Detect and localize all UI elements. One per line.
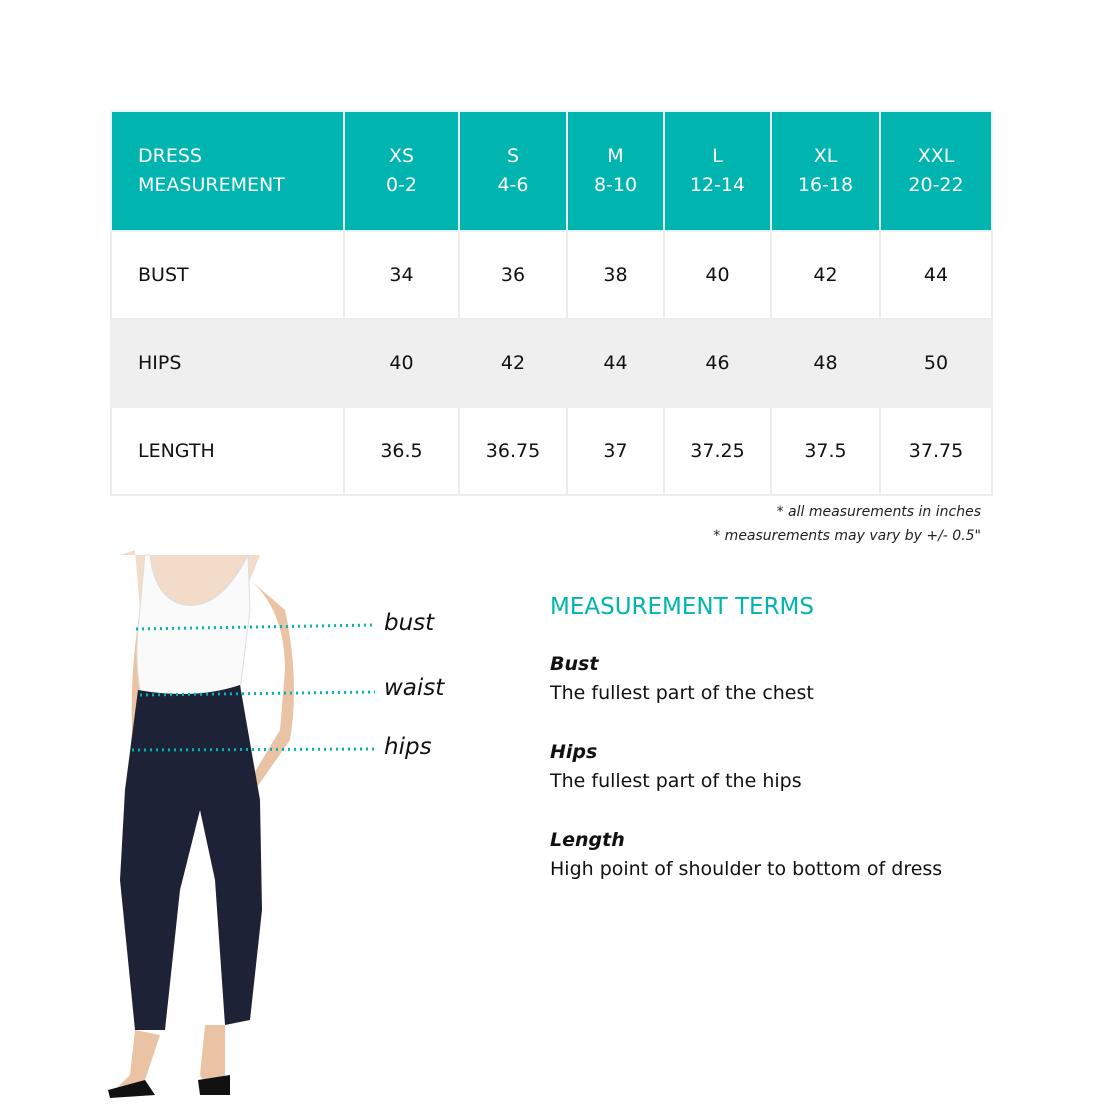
table-row-length: LENGTH 36.5 36.75 37 37.25 37.5 37.75 — [110, 406, 993, 496]
size-chart-table: DRESS MEASUREMENT XS 0-2 S 4-6 M 8-10 L 12-14… — [110, 110, 993, 496]
cell: 36.75 — [458, 406, 568, 496]
header-size: XS 0-2 — [343, 110, 460, 232]
row-label: BUST — [110, 230, 345, 320]
hips-guide-line — [131, 747, 376, 752]
cell: 37.5 — [770, 406, 881, 496]
term-length: Length High point of shoulder to bottom … — [550, 826, 1050, 884]
size-name: L — [712, 145, 723, 167]
size-range: 16-18 — [797, 174, 854, 196]
term-desc: The fullest part of the hips — [550, 770, 802, 792]
cell: 42 — [770, 230, 881, 320]
header-line: DRESS — [138, 145, 202, 167]
size-name: M — [607, 145, 624, 167]
cell: 38 — [566, 230, 665, 320]
header-size: S 4-6 — [458, 110, 568, 232]
bust-guide-line — [135, 623, 376, 631]
term-desc: High point of shoulder to bottom of dres… — [550, 858, 943, 880]
term-hips: Hips The fullest part of the hips — [550, 738, 1050, 796]
table-row-hips: HIPS 40 42 44 46 48 50 — [110, 318, 993, 408]
cell: 34 — [343, 230, 460, 320]
cell: 44 — [879, 230, 993, 320]
hips-label: hips — [384, 734, 432, 760]
cell: 40 — [663, 230, 772, 320]
model-illustration — [108, 550, 376, 1098]
cell: 36.5 — [343, 406, 460, 496]
cell: 36 — [458, 230, 568, 320]
term-desc: The fullest part of the chest — [550, 682, 814, 704]
header-size: XL 16-18 — [770, 110, 881, 232]
size-name: S — [506, 145, 520, 167]
cell: 50 — [879, 318, 993, 408]
header-line: MEASUREMENT — [138, 174, 285, 196]
header-size: M 8-10 — [566, 110, 665, 232]
cell: 48 — [770, 318, 881, 408]
header-size: XXL 20-22 — [879, 110, 993, 232]
size-range: 20-22 — [908, 174, 964, 196]
row-label: HIPS — [110, 318, 345, 408]
term-name: Length — [550, 829, 625, 851]
row-label: LENGTH — [110, 406, 345, 496]
cell: 37.75 — [879, 406, 993, 496]
bust-label: bust — [384, 610, 435, 636]
cell: 42 — [458, 318, 568, 408]
terms-title: MEASUREMENT TERMS — [550, 594, 815, 620]
size-name: XXL — [917, 145, 955, 167]
cell: 44 — [566, 318, 665, 408]
cell: 37 — [566, 406, 665, 496]
size-name: XS — [388, 145, 415, 167]
header-row: DRESS MEASUREMENT XS 0-2 S 4-6 M 8-10 L 12-14… — [110, 110, 993, 232]
cell: 46 — [663, 318, 772, 408]
measurement-terms: MEASUREMENT TERMS Bust The fullest part … — [550, 594, 1050, 914]
cell: 40 — [343, 318, 460, 408]
term-bust: Bust The fullest part of the chest — [550, 650, 1050, 708]
header-size: L 12-14 — [663, 110, 772, 232]
cell: 37.25 — [663, 406, 772, 496]
table-row-bust: BUST 34 36 38 40 42 44 — [110, 230, 993, 320]
header-measurement: DRESS MEASUREMENT — [110, 110, 345, 232]
size-range: 0-2 — [385, 174, 418, 196]
size-range: 8-10 — [593, 174, 638, 196]
note-units: * all measurements in inches — [776, 504, 981, 520]
note-variance: * measurements may vary by +/- 0.5" — [713, 528, 981, 544]
size-range: 12-14 — [689, 174, 746, 196]
model-figure: bust waist hips — [100, 550, 460, 1100]
term-name: Hips — [550, 741, 598, 763]
term-name: Bust — [550, 653, 599, 675]
waist-label: waist — [384, 675, 445, 701]
size-name: XL — [813, 145, 838, 167]
notes: * all measurements in inches * measureme… — [713, 500, 981, 548]
size-range: 4-6 — [497, 174, 529, 196]
